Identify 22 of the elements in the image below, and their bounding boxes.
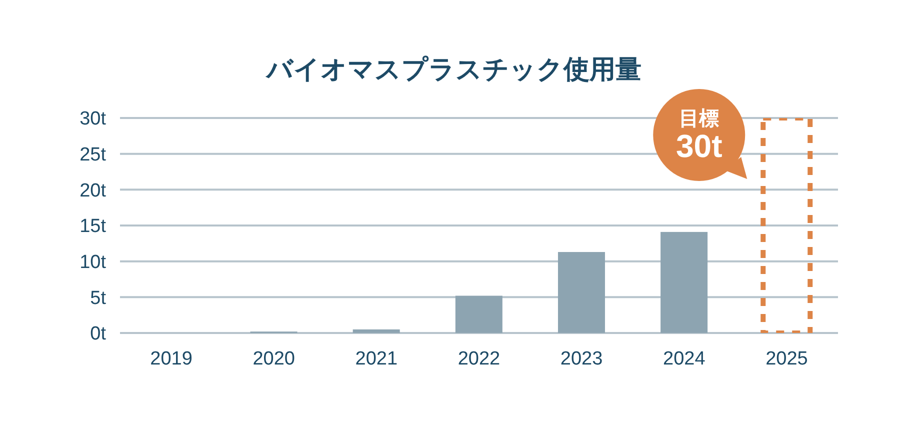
y-tick-label: 15t [80, 216, 107, 238]
chart-title: バイオマスプラスチック使用量 [264, 53, 642, 86]
x-tick-label: 2019 [150, 348, 192, 370]
bar [455, 296, 502, 333]
annotation: 目標 [679, 108, 720, 130]
x-tick-label: 2025 [766, 348, 808, 370]
y-tick-label: 10t [80, 252, 107, 274]
speech-bubble: 目標 30t [653, 89, 748, 181]
x-tick-label: 2022 [458, 348, 500, 370]
x-tick-label: 2024 [663, 348, 706, 370]
annotation: 30t [676, 128, 723, 164]
x-tick-label: 2020 [252, 348, 295, 370]
bar [558, 252, 605, 333]
x-tick-label: 2021 [355, 348, 398, 370]
y-tick-label: 20t [80, 180, 107, 202]
y-tick-label: 5t [90, 288, 107, 309]
x-tick-label: 2023 [560, 348, 603, 370]
y-tick-label: 0t [90, 324, 107, 345]
y-tick-label: 30t [80, 108, 107, 130]
bar [660, 232, 708, 333]
y-tick-label: 25t [80, 144, 107, 166]
bar [352, 329, 400, 333]
